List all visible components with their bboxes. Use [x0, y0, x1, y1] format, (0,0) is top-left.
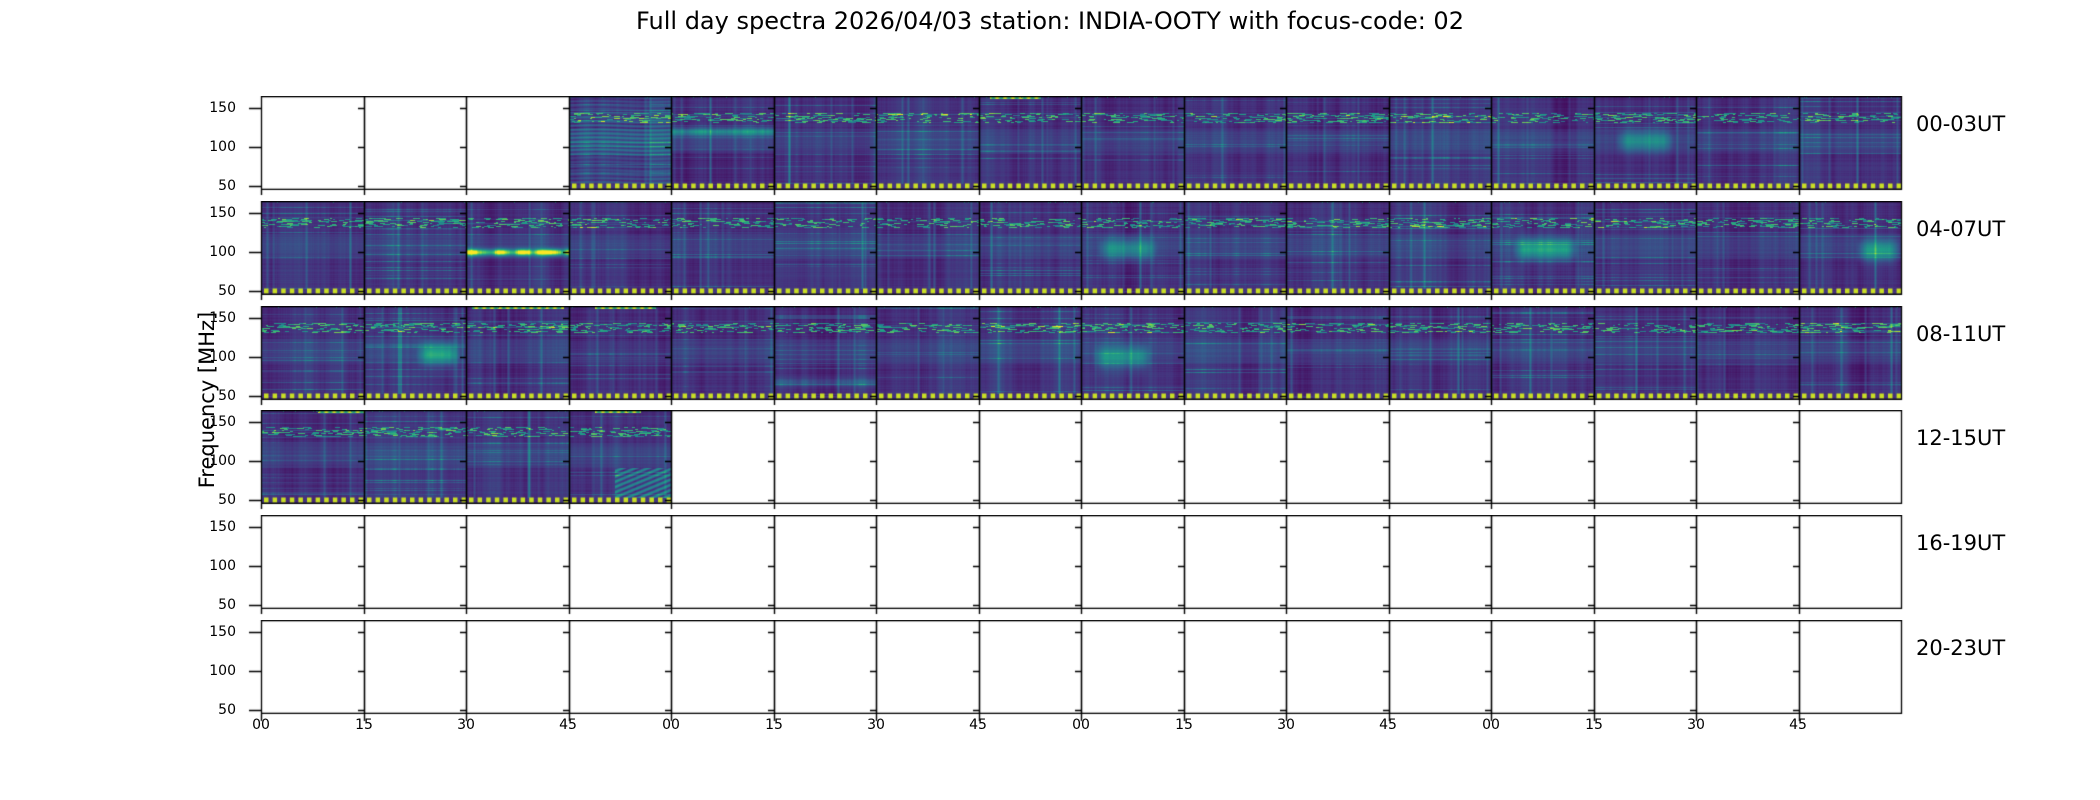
spectrogram-canvas-row-0: [247, 96, 1907, 199]
x-tick: 45: [969, 717, 987, 733]
x-tick: 15: [765, 717, 783, 733]
x-tick: 15: [355, 717, 373, 733]
row-label-00-03: 00-03UT: [1916, 112, 2006, 136]
spectra-row-08-11: 150 100 50 08-11UT: [209, 306, 2005, 409]
row-label-04-07: 04-07UT: [1916, 217, 2006, 241]
y-tick-100: 100: [209, 349, 236, 365]
y-tick-50: 50: [218, 492, 236, 508]
x-tick: 30: [457, 717, 475, 733]
x-tick: 45: [1789, 717, 1807, 733]
spectra-row-12-15: 150 100 50 12-15UT: [209, 410, 2005, 513]
row-label-12-15: 12-15UT: [1916, 426, 2006, 450]
y-tick-50: 50: [218, 178, 236, 194]
y-tick-150: 150: [209, 100, 236, 116]
y-tick-50: 50: [218, 597, 236, 613]
row-label-16-19: 16-19UT: [1916, 531, 2006, 555]
y-tick-50: 50: [218, 388, 236, 404]
x-tick: 30: [867, 717, 885, 733]
y-tick-100: 100: [209, 558, 236, 574]
spectrogram-canvas-row-2: [247, 306, 1907, 409]
y-tick-50: 50: [218, 283, 236, 299]
x-tick: 45: [1379, 717, 1397, 733]
x-tick: 30: [1277, 717, 1295, 733]
y-tick-150: 150: [209, 205, 236, 221]
x-axis-tick-labels: 00 15 30 45 00 15 30 45 00 15 30 45 00 1…: [0, 718, 2100, 738]
spectra-row-04-07: 150 100 50 04-07UT: [209, 201, 2005, 304]
y-tick-150: 150: [209, 414, 236, 430]
y-tick-150: 150: [209, 310, 236, 326]
y-tick-100: 100: [209, 663, 236, 679]
spectra-row-20-23: 150 100 50 20-23UT: [209, 620, 2005, 723]
row-label-08-11: 08-11UT: [1916, 322, 2006, 346]
row-label-20-23: 20-23UT: [1916, 636, 2006, 660]
spectra-row-00-03: 150 100 50 00-03UT: [209, 96, 2005, 199]
spectra-row-16-19: 150 100 50 16-19UT: [209, 515, 2005, 618]
x-tick: 00: [1072, 717, 1090, 733]
x-tick: 30: [1687, 717, 1705, 733]
x-tick: 45: [559, 717, 577, 733]
x-tick: 15: [1585, 717, 1603, 733]
x-tick: 00: [1482, 717, 1500, 733]
x-tick: 00: [252, 717, 270, 733]
y-tick-100: 100: [209, 139, 236, 155]
spectrogram-canvas-row-3: [247, 410, 1907, 513]
spectrogram-canvas-row-4: [247, 515, 1907, 618]
y-tick-150: 150: [209, 519, 236, 535]
spectrogram-canvas-row-1: [247, 201, 1907, 304]
x-tick: 00: [662, 717, 680, 733]
spectrogram-canvas-row-5: [247, 620, 1907, 723]
x-tick: 15: [1175, 717, 1193, 733]
y-tick-50: 50: [218, 702, 236, 718]
y-tick-100: 100: [209, 453, 236, 469]
y-tick-100: 100: [209, 244, 236, 260]
chart-title: Full day spectra 2026/04/03 station: IND…: [636, 7, 1464, 35]
y-tick-150: 150: [209, 624, 236, 640]
